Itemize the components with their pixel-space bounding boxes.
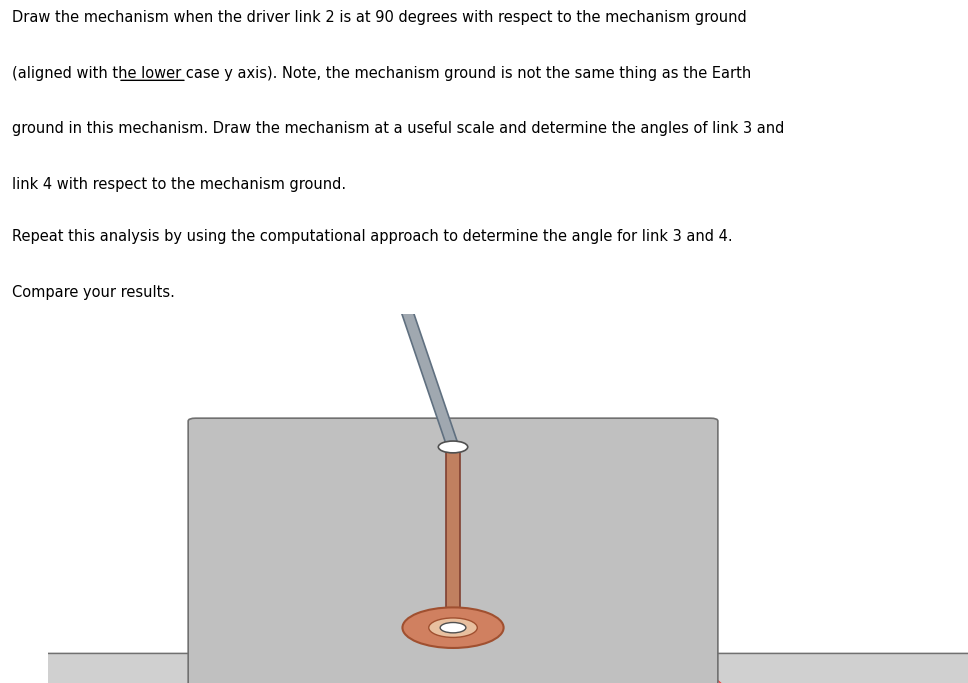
Text: ground in this mechanism. Draw the mechanism at a useful scale and determine the: ground in this mechanism. Draw the mecha… <box>12 122 784 137</box>
Polygon shape <box>445 447 461 628</box>
Circle shape <box>403 607 503 648</box>
Text: Repeat this analysis by using the computational approach to determine the angle : Repeat this analysis by using the comput… <box>12 229 732 245</box>
Text: A: A <box>469 430 481 445</box>
Text: Compare your results.: Compare your results. <box>12 285 174 301</box>
Text: Draw the mechanism when the driver link 2 is at 90 degrees with respect to the m: Draw the mechanism when the driver link … <box>12 10 746 25</box>
Text: 2: 2 <box>614 529 624 546</box>
Circle shape <box>439 441 468 453</box>
Text: 14: 14 <box>503 530 521 544</box>
Text: $O_2$: $O_2$ <box>461 644 480 663</box>
Polygon shape <box>0 0 487 544</box>
FancyBboxPatch shape <box>188 418 718 683</box>
FancyBboxPatch shape <box>0 654 968 683</box>
Text: Y: Y <box>441 502 450 517</box>
Polygon shape <box>101 0 459 447</box>
Circle shape <box>440 622 466 633</box>
FancyBboxPatch shape <box>0 654 968 683</box>
Circle shape <box>429 618 477 637</box>
Polygon shape <box>0 0 460 535</box>
Text: link 4 with respect to the mechanism ground.: link 4 with respect to the mechanism gro… <box>12 177 346 192</box>
Text: (aligned with the lower case y axis). Note, the mechanism ground is not the same: (aligned with the lower case y axis). No… <box>12 66 751 81</box>
